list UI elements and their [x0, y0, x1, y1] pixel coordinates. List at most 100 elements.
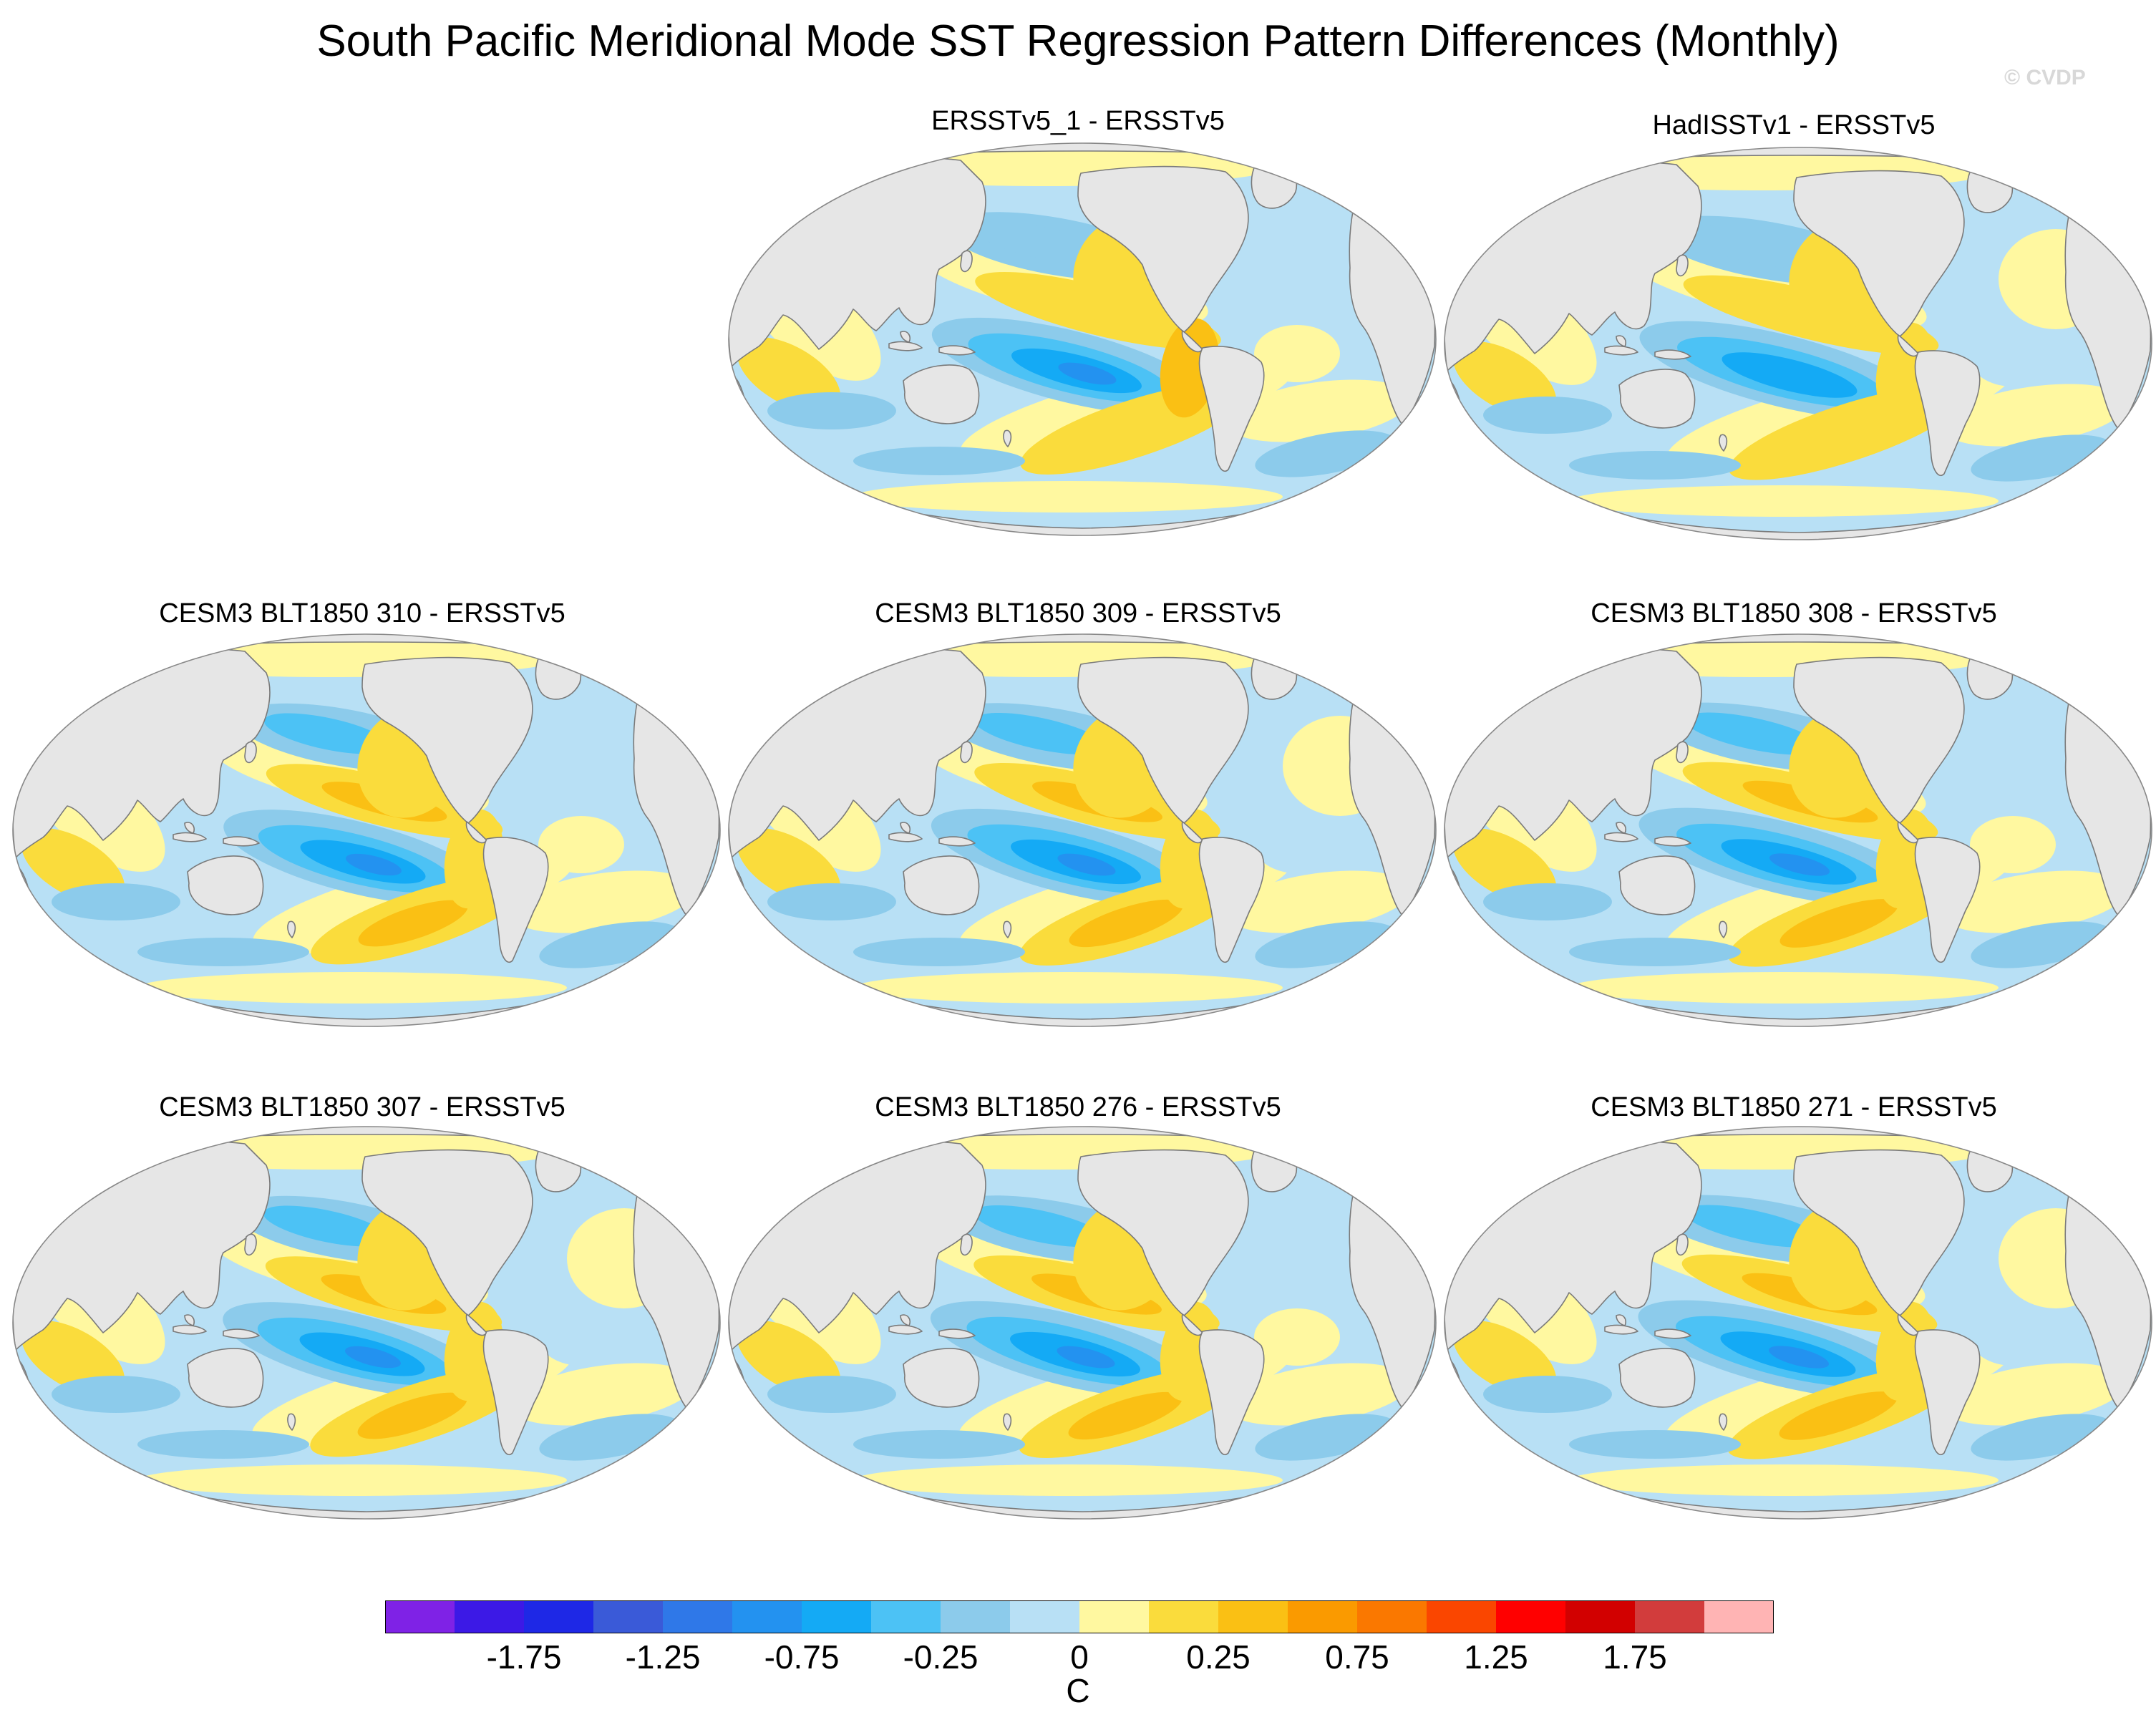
landmass	[482, 1329, 549, 1455]
landmass	[1914, 1329, 1981, 1455]
map-panel-5	[1444, 633, 2152, 1027]
landmass	[938, 836, 976, 847]
landmass	[1897, 1313, 1919, 1336]
landmass	[187, 855, 264, 915]
colorbar-swatch	[941, 1600, 1011, 1633]
colorbar-swatch	[455, 1600, 525, 1633]
colorbar-swatch	[663, 1600, 733, 1633]
colorbar-swatch	[524, 1600, 594, 1633]
landmass	[1676, 254, 1689, 277]
map-panel-2	[1444, 147, 2152, 540]
colorbar-label: 1.25	[1464, 1638, 1528, 1676]
globe-outline	[728, 633, 1437, 1027]
colorbar-label: 1.75	[1603, 1638, 1667, 1676]
map-panel-7	[728, 1126, 1437, 1520]
landmass	[903, 364, 980, 424]
sst-field	[1444, 634, 2152, 1026]
landmass	[187, 1348, 264, 1408]
landmass	[1198, 346, 1265, 472]
landmass	[1003, 1413, 1012, 1431]
colorbar-swatch	[802, 1600, 872, 1633]
sst-field	[729, 143, 1436, 535]
colorbar-label: -1.25	[625, 1638, 701, 1676]
colorbar-swatch	[1704, 1600, 1774, 1633]
colorbar-swatch	[1565, 1600, 1636, 1633]
sst-field	[729, 634, 1436, 1026]
landmass	[1604, 832, 1638, 842]
colorbar-swatch	[732, 1600, 802, 1633]
globe-outline	[1444, 633, 2152, 1027]
landmass	[1198, 1329, 1265, 1455]
landmass	[1618, 369, 1696, 429]
colorbar-swatch	[1079, 1600, 1150, 1633]
landmass	[465, 1313, 487, 1336]
landmass	[1616, 1314, 1627, 1326]
sst-field	[13, 1127, 720, 1519]
globe-outline	[1444, 1126, 2152, 1520]
landmass	[960, 1233, 973, 1256]
landmass	[1914, 350, 1981, 476]
colorbar-swatch	[593, 1600, 664, 1633]
landmass	[244, 741, 257, 764]
colorbar-label: -1.75	[486, 1638, 562, 1676]
colorbar-label: 0.75	[1325, 1638, 1389, 1676]
landmass	[1198, 837, 1265, 963]
landmass	[465, 821, 487, 844]
landmass	[960, 741, 973, 764]
landmass	[1181, 1313, 1203, 1336]
landmass	[1616, 335, 1627, 347]
colorbar-swatch	[1288, 1600, 1358, 1633]
colorbar-swatch	[1357, 1600, 1427, 1633]
landmass	[938, 1328, 976, 1339]
panel-title-4: CESM3 BLT1850 309 - ERSSTv5	[875, 598, 1281, 628]
colorbar-units: C	[1066, 1672, 1090, 1709]
landmass	[903, 855, 980, 915]
colorbar-label: 0	[1070, 1638, 1089, 1676]
landmass	[173, 832, 207, 842]
globe-outline	[728, 1126, 1437, 1520]
landmass	[1676, 741, 1689, 764]
landmass	[1181, 330, 1203, 353]
landmass	[482, 837, 549, 963]
landmass	[1616, 822, 1627, 834]
sst-field	[729, 1127, 1436, 1519]
landmass	[1618, 1348, 1696, 1408]
panel-title-1: ERSSTv5_1 - ERSSTv5	[931, 106, 1225, 136]
map-panel-6	[12, 1126, 721, 1520]
colorbar-swatch	[1496, 1600, 1566, 1633]
landmass	[244, 1233, 257, 1256]
colorbar-swatch	[1218, 1600, 1288, 1633]
globe-outline	[12, 633, 721, 1027]
landmass	[900, 331, 911, 343]
landmass	[1003, 920, 1012, 938]
colorbar-label: 0.25	[1186, 1638, 1251, 1676]
landmass	[938, 345, 976, 356]
landmass	[888, 832, 923, 842]
landmass	[287, 1413, 296, 1431]
map-panel-1	[728, 142, 1437, 536]
landmass	[1719, 434, 1728, 452]
sst-field	[1444, 147, 2152, 540]
panel-title-6: CESM3 BLT1850 307 - ERSSTv5	[159, 1092, 565, 1122]
colorbar-swatch	[1149, 1600, 1219, 1633]
landmass	[1618, 855, 1696, 915]
landmass	[888, 1324, 923, 1335]
landmass	[287, 920, 296, 938]
landmass	[1719, 1413, 1728, 1431]
landmass	[1676, 1233, 1689, 1256]
colorbar-swatch	[385, 1600, 455, 1633]
landmass	[1654, 349, 1691, 360]
landmass	[1719, 920, 1728, 938]
landmass	[1897, 821, 1919, 844]
landmass	[1604, 345, 1638, 356]
landmass	[960, 250, 973, 273]
landmass	[1181, 821, 1203, 844]
colorbar-swatch	[1635, 1600, 1705, 1633]
map-panel-3	[12, 633, 721, 1027]
sst-field	[1444, 1127, 2152, 1519]
landmass	[900, 822, 911, 834]
landmass	[900, 1314, 911, 1326]
globe-outline	[728, 142, 1437, 536]
panel-title-5: CESM3 BLT1850 308 - ERSSTv5	[1591, 598, 1997, 628]
landmass	[1914, 837, 1981, 963]
